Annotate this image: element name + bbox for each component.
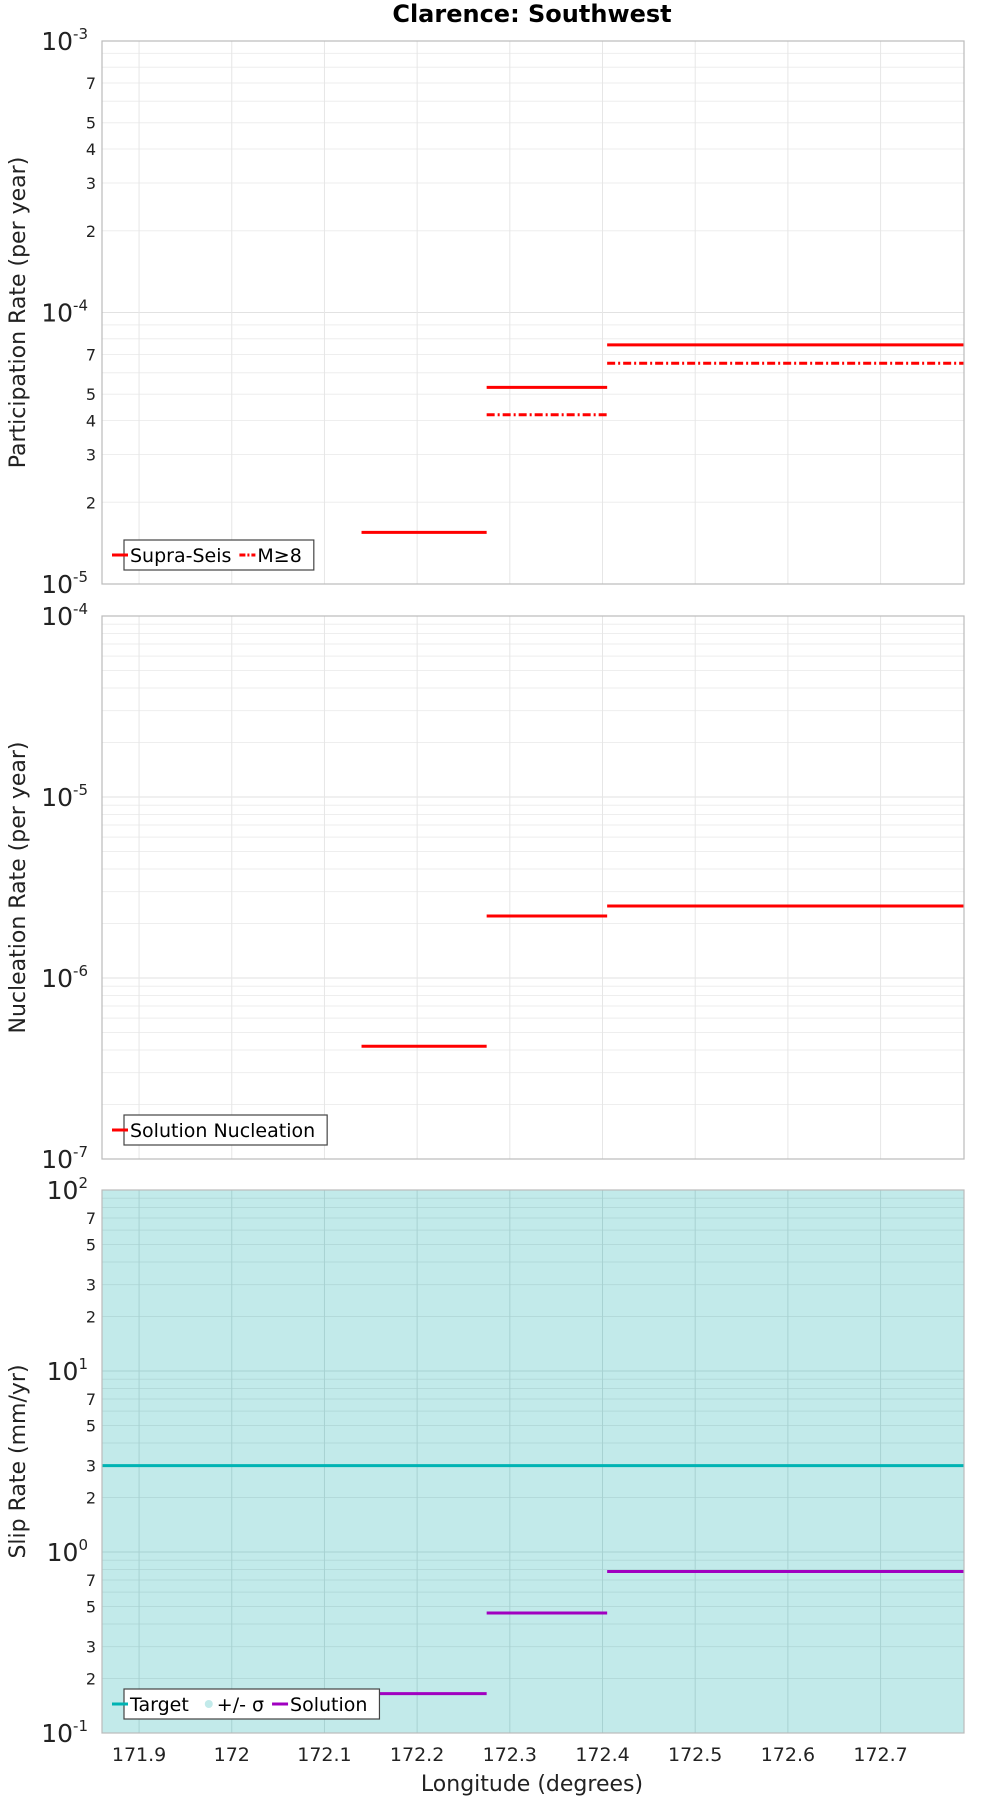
y-tick-base: 10	[41, 783, 73, 812]
legend-label: Supra-Seis	[130, 545, 231, 567]
y-tick-exponent: -7	[73, 1143, 88, 1161]
legend: Target +/- σ Solution	[112, 1688, 381, 1720]
y-tick-exponent: -1	[73, 1717, 88, 1735]
y-minor-tick-label: 4	[86, 140, 96, 159]
y-minor-tick-label: 5	[86, 1597, 96, 1616]
plot-background	[102, 1190, 964, 1733]
x-tick-label: 172.6	[761, 1744, 815, 1766]
y-minor-tick-label: 5	[86, 1235, 96, 1254]
legend-swatch-dot	[204, 1700, 213, 1708]
y-tick-base: 10	[41, 570, 73, 599]
legend-box	[123, 539, 315, 571]
x-tick-label: 172.1	[297, 1744, 351, 1766]
y-minor-tick-label: 7	[86, 1390, 96, 1409]
y-minor-tick-label: 7	[86, 1571, 96, 1590]
series-solution-nucleation	[361, 904, 964, 1048]
x-tick-label: 172.7	[853, 1744, 907, 1766]
legend-label: +/- σ	[217, 1694, 264, 1716]
y-minor-tick-label: 3	[86, 174, 96, 193]
legend-box	[123, 1114, 328, 1146]
y-tick-exponent: 1	[78, 1355, 88, 1373]
y-tick-exponent: -5	[73, 781, 88, 799]
y-minor-tick-label: 2	[86, 1670, 96, 1689]
y-minor-tick-label: 3	[86, 1457, 96, 1476]
y-tick-label: 10-3	[41, 25, 88, 56]
y-tick-exponent: -4	[73, 297, 88, 315]
y-minor-tick-label: 7	[86, 74, 96, 93]
y-minor-tick-label: 2	[86, 493, 96, 512]
x-axis-ticks: 171.9 172 172.1 172.2 172.3 172.4 172.5 172.6 17…	[112, 1744, 908, 1766]
plot-background	[102, 616, 964, 1159]
legend-label: Solution	[290, 1694, 367, 1716]
y-tick-exponent: 2	[78, 1174, 88, 1192]
y-minor-tick-label: 4	[86, 412, 96, 431]
y-tick-exponent: -5	[73, 568, 88, 586]
x-tick-label: 172.2	[390, 1744, 444, 1766]
x-tick-label: 171.9	[112, 1744, 166, 1766]
legend-label: Target	[129, 1694, 189, 1716]
x-axis-label: Longitude (degrees)	[421, 1772, 643, 1797]
series-supra-seis	[361, 343, 964, 534]
legend-label: M≥8	[257, 545, 301, 567]
legend-box	[123, 1688, 381, 1720]
y-tick-base: 10	[47, 1538, 79, 1567]
y-tick-base: 10	[41, 1145, 73, 1174]
y-minor-tick-label: 5	[86, 114, 96, 133]
legend: Supra-Seis M≥8	[112, 539, 315, 571]
x-tick-label: 172.4	[575, 1744, 629, 1766]
y-minor-tick-label: 3	[86, 1638, 96, 1657]
y-minor-tick-label: 5	[86, 385, 96, 404]
plot-frame	[101, 40, 965, 585]
y-tick-label: 10-4	[41, 600, 88, 631]
y-tick-base: 10	[47, 1176, 79, 1205]
legend: Solution Nucleation	[112, 1114, 328, 1146]
x-tick-label: 172.3	[483, 1744, 537, 1766]
y-tick-label: 100	[47, 1536, 88, 1567]
y-minor-tick-label: 3	[86, 445, 96, 464]
y-tick-exponent: -3	[73, 25, 88, 43]
series-solution	[361, 1570, 964, 1696]
x-tick-label: 172.5	[668, 1744, 722, 1766]
y-minor-tick-label: 7	[86, 346, 96, 365]
y-tick-label: 10-5	[41, 568, 88, 599]
y-axis-label: Nucleation Rate (per year)	[6, 742, 31, 1034]
y-minor-tick-label: 7	[86, 1209, 96, 1228]
y-tick-exponent: -6	[73, 962, 88, 980]
plot-frame	[101, 1189, 965, 1734]
y-tick-label: 10-7	[41, 1143, 88, 1174]
y-tick-label: 10-4	[41, 297, 88, 328]
y-tick-label: 10-1	[41, 1717, 88, 1748]
x-tick-label: 172	[214, 1744, 250, 1766]
y-tick-base: 10	[41, 27, 73, 56]
y-tick-exponent: -4	[73, 600, 88, 618]
y-tick-base: 10	[41, 964, 73, 993]
y-tick-base: 10	[41, 1719, 73, 1748]
gridlines	[102, 615, 964, 1160]
y-tick-base: 10	[41, 602, 73, 631]
y-tick-label: 102	[47, 1174, 88, 1205]
y-tick-label: 10-6	[41, 962, 88, 993]
series-m-8	[486, 361, 964, 417]
y-minor-tick-label: 5	[86, 1416, 96, 1435]
y-minor-tick-label: 2	[86, 1489, 96, 1508]
chart-title: Clarence: Southwest	[392, 0, 671, 28]
y-minor-tick-label: 2	[86, 222, 96, 241]
y-minor-tick-label: 3	[86, 1276, 96, 1295]
y-minor-tick-label: 2	[86, 1308, 96, 1327]
y-tick-exponent: 0	[78, 1536, 88, 1554]
y-tick-base: 10	[41, 299, 73, 328]
gridlines	[102, 40, 964, 585]
y-tick-label: 101	[47, 1355, 88, 1386]
plot-frame	[101, 615, 965, 1160]
y-tick-base: 10	[47, 1357, 79, 1386]
legend-label: Solution Nucleation	[130, 1120, 315, 1142]
y-axis-label: Participation Rate (per year)	[6, 157, 31, 469]
y-axis-label: Slip Rate (mm/yr)	[6, 1364, 31, 1558]
y-tick-label: 10-5	[41, 781, 88, 812]
